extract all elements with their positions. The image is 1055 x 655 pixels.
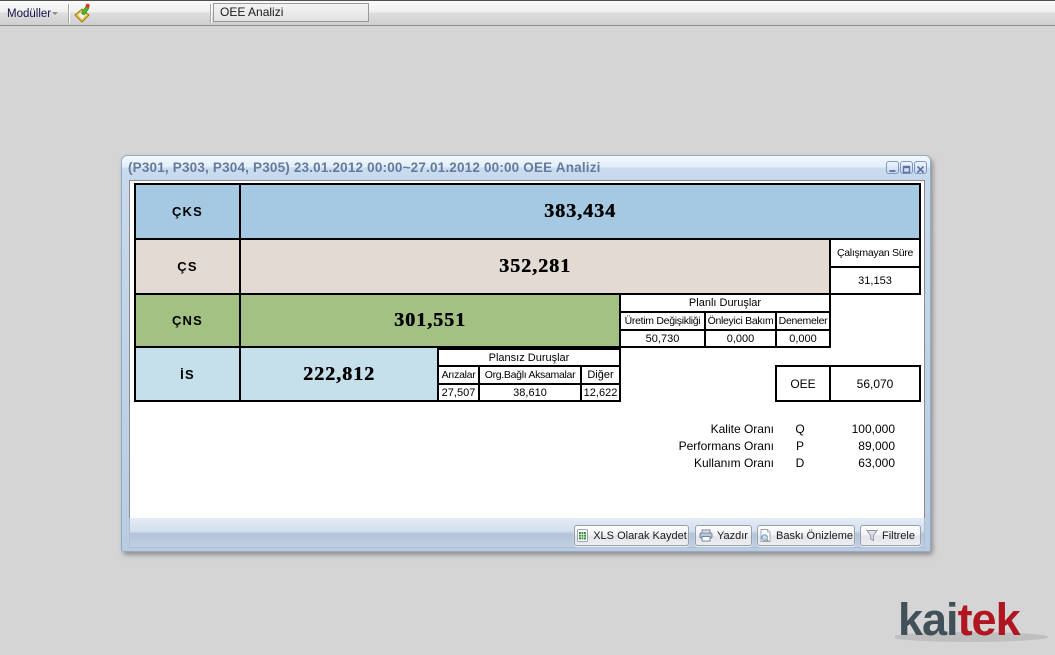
svg-text:kaitek: kaitek bbox=[898, 596, 1022, 645]
